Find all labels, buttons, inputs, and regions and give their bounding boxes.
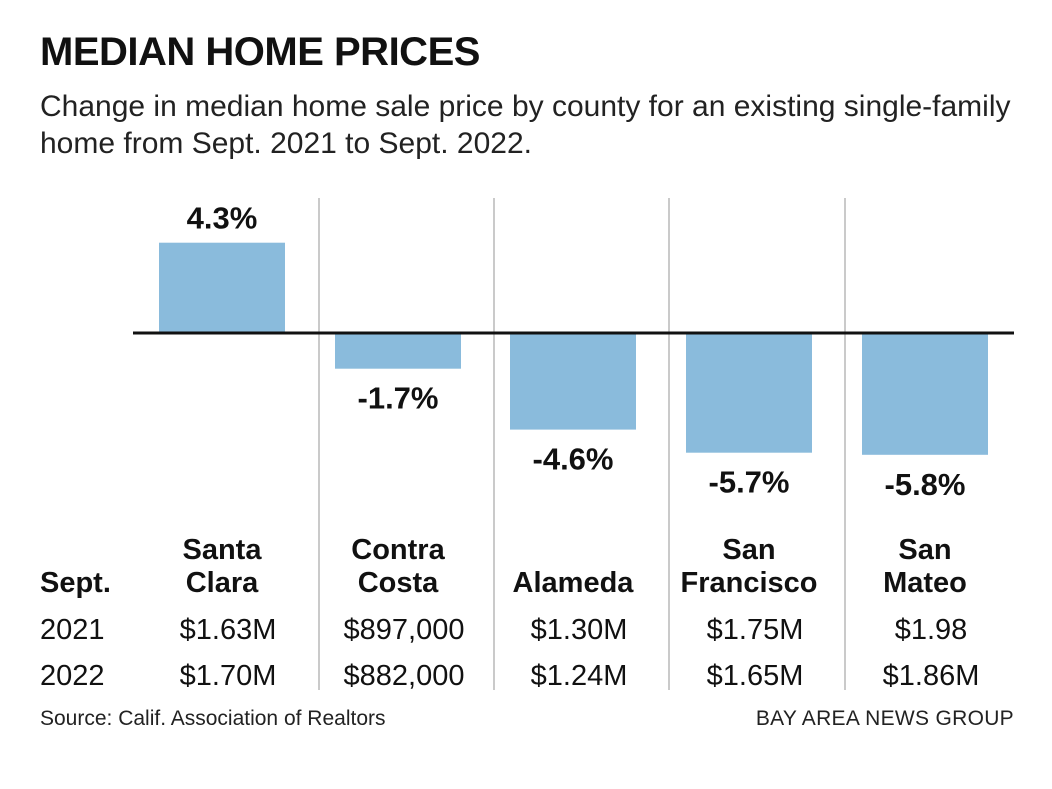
data-label: -4.6% <box>533 442 614 477</box>
data-label: 4.3% <box>187 201 258 236</box>
category-label: Costa <box>358 567 439 599</box>
price-2021: $1.75M <box>707 614 804 646</box>
price-2021: $1.63M <box>180 614 277 646</box>
category-label: Alameda <box>513 567 635 599</box>
category-label: Mateo <box>883 567 967 599</box>
price-2022: $1.70M <box>180 660 277 692</box>
price-2022: $1.65M <box>707 660 804 692</box>
year-label: 2022 <box>40 660 105 692</box>
source-note: Source: Calif. Association of Realtors <box>40 707 386 730</box>
year-label: 2021 <box>40 614 105 646</box>
data-label: -5.8% <box>885 467 966 502</box>
row-header: Sept. <box>40 567 111 599</box>
chart-subtitle: Change in median home sale price by coun… <box>40 90 1011 160</box>
credit-line: BAY AREA NEWS GROUP <box>755 707 1014 730</box>
bar-san-mateo <box>862 333 988 455</box>
data-label: -5.7% <box>709 465 790 500</box>
bar-san-francisco <box>686 333 812 453</box>
price-2021: $897,000 <box>344 614 465 646</box>
category-label: San <box>898 534 951 566</box>
category-label: San <box>722 534 775 566</box>
price-2022: $1.24M <box>531 660 628 692</box>
price-2022: $882,000 <box>344 660 465 692</box>
price-2021: $1.98 <box>895 614 968 646</box>
category-label: Santa <box>183 534 263 566</box>
bar-alameda <box>510 333 636 430</box>
category-label: Francisco <box>681 567 818 599</box>
category-label: Clara <box>186 567 259 599</box>
price-2021: $1.30M <box>531 614 628 646</box>
chart-title: MEDIAN HOME PRICES <box>40 30 480 74</box>
bar-santa-clara <box>159 242 285 333</box>
category-label: Contra <box>351 534 445 566</box>
data-label: -1.7% <box>358 381 439 416</box>
bar-contra-costa <box>335 333 461 369</box>
price-2022: $1.86M <box>883 660 980 692</box>
